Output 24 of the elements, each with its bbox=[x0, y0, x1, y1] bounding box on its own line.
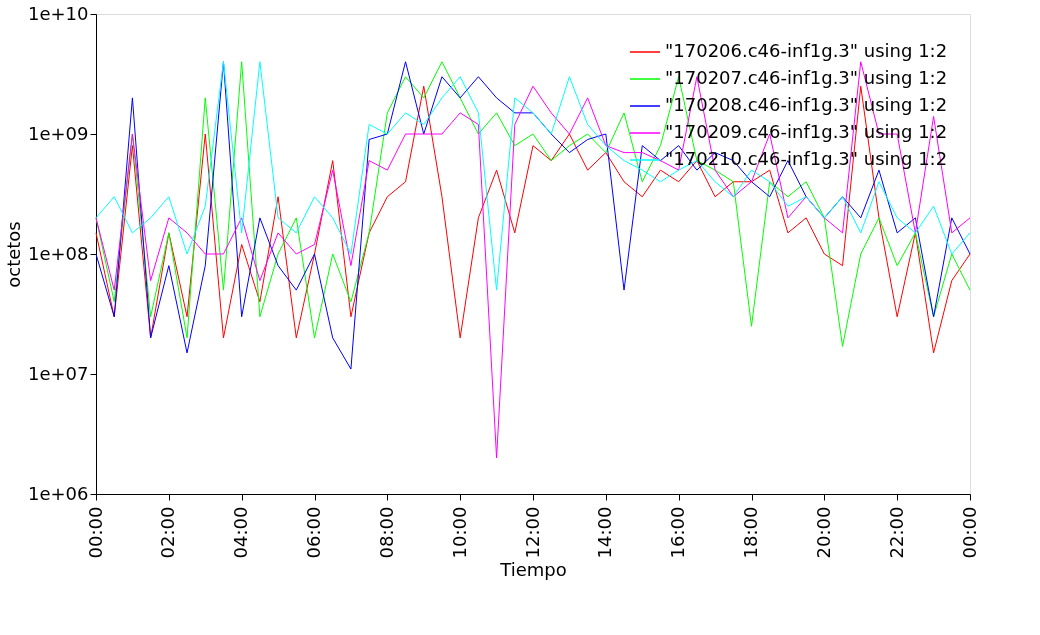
x-tick-label: 10:00 bbox=[448, 506, 470, 559]
x-tick-label: 20:00 bbox=[812, 506, 834, 559]
x-tick-label: 02:00 bbox=[157, 506, 179, 559]
y-tick-label: 1e+10 bbox=[27, 2, 89, 24]
y-tick-label: 1e+06 bbox=[27, 482, 89, 504]
x-tick-label: 12:00 bbox=[521, 506, 543, 559]
y-axis-title: octetos bbox=[2, 221, 24, 288]
x-tick-label: 06:00 bbox=[303, 506, 324, 559]
x-tick-label: 16:00 bbox=[667, 506, 689, 559]
legend-label: "170206.c46-inf1g.3" using 1:2 bbox=[665, 40, 948, 61]
legend-label: "170207.c46-inf1g.3" using 1:2 bbox=[665, 67, 948, 88]
y-tick-label: 1e+08 bbox=[27, 242, 89, 264]
x-tick-label: 18:00 bbox=[740, 506, 761, 559]
x-tick-label: 04:00 bbox=[230, 506, 252, 559]
x-tick-label: 00:00 bbox=[958, 506, 980, 559]
x-tick-label: 22:00 bbox=[885, 506, 907, 559]
x-tick-label: 14:00 bbox=[594, 506, 616, 559]
y-tick-label: 1e+09 bbox=[27, 122, 89, 144]
line-series bbox=[95, 61, 971, 459]
x-axis-title: Tiempo bbox=[499, 559, 567, 581]
x-tick-label: 08:00 bbox=[375, 506, 397, 559]
line-series bbox=[95, 61, 971, 291]
x-tick-label: 00:00 bbox=[84, 506, 106, 559]
y-tick-label: 1e+07 bbox=[27, 362, 89, 384]
